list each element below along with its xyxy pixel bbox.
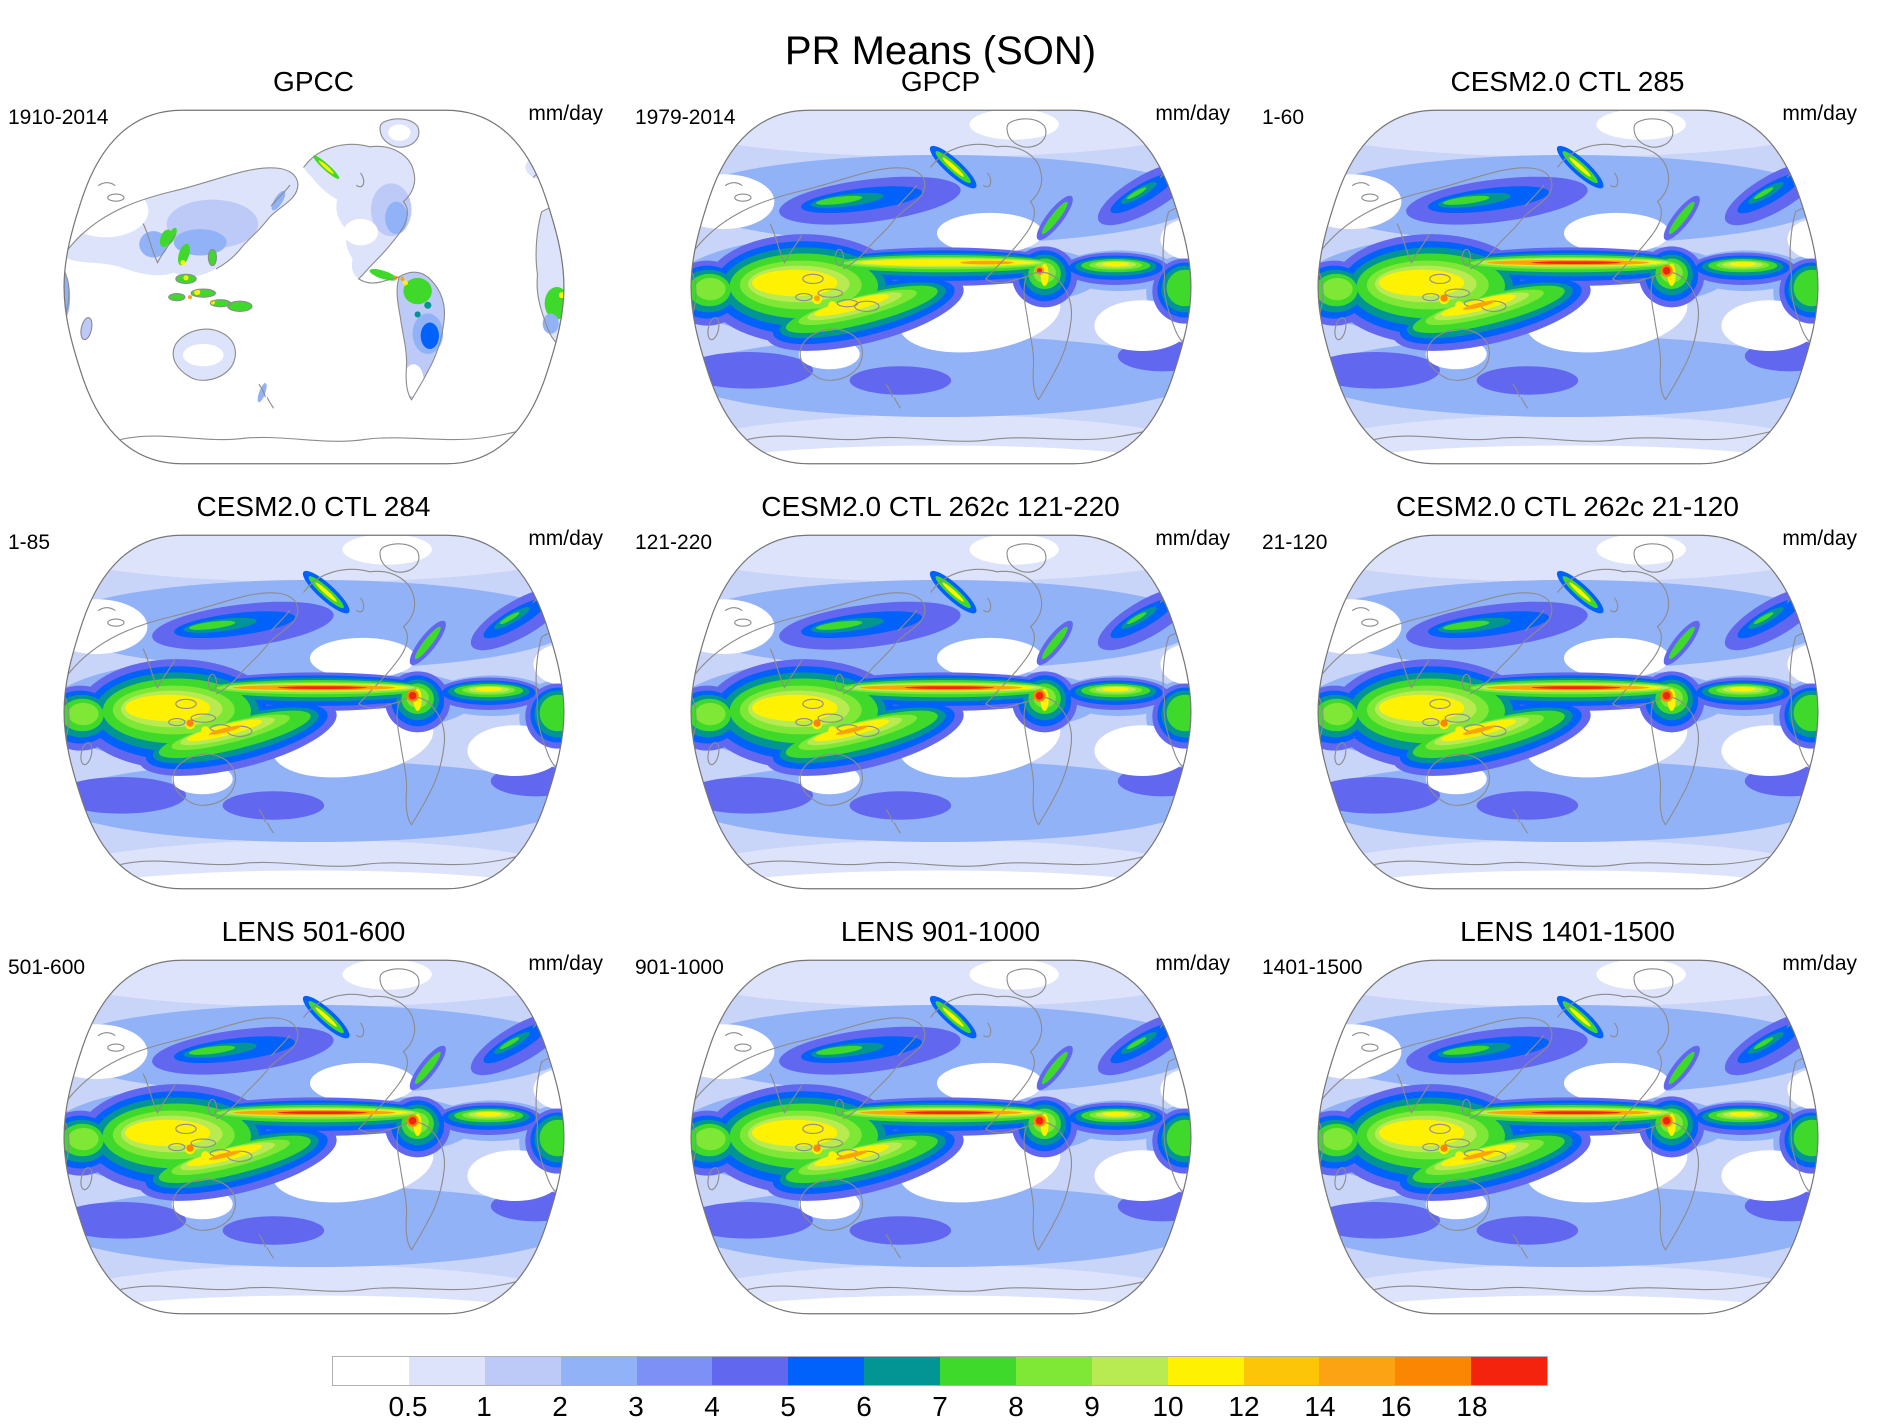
panel-title: GPCP <box>900 66 981 97</box>
colorbar-tick-label: 2 <box>552 1391 568 1422</box>
panel-units-label: mm/day <box>1155 527 1230 550</box>
panel-period-label: 1401-1500 <box>1262 956 1363 979</box>
panel-lens-901-1000: LENS 901-1000 901-1000 mm/day <box>627 906 1254 1331</box>
panel-gpcc: GPCC 1910-2014 mm/day <box>0 56 627 481</box>
colorbar-tick-label: 6 <box>856 1391 872 1422</box>
world-precip-map <box>60 954 568 1320</box>
panel-map-area: 1-85 mm/day <box>0 527 627 907</box>
world-precip-map <box>1314 104 1822 470</box>
colorbar-tick-label: 14 <box>1304 1391 1336 1422</box>
colorbar-tick-label: 9 <box>1084 1391 1100 1422</box>
panel-map-area: 21-120 mm/day <box>1254 527 1881 907</box>
colorbar: 0.5 1 2 3 4 5 6 7 8 9 10 12 14 16 18 <box>332 1356 1548 1428</box>
colorbar-tick-label: 10 <box>1152 1391 1184 1422</box>
colorbar-tick-label: 0.5 <box>388 1391 428 1422</box>
colorbar-cell <box>560 1357 637 1385</box>
panel-grid: GPCC 1910-2014 mm/day GPCP 1979-2014 mm/… <box>0 56 1881 1331</box>
panel-title: CESM2.0 CTL 262c 21-120 <box>1396 491 1739 522</box>
panel-units-label: mm/day <box>1782 952 1857 975</box>
panel-map-area: 901-1000 mm/day <box>627 952 1254 1332</box>
panel-title: CESM2.0 CTL 285 <box>1450 66 1685 97</box>
panel-period-label: 121-220 <box>635 531 713 554</box>
panel-cesm2-ctl-284: CESM2.0 CTL 284 1-85 mm/day <box>0 481 627 906</box>
colorbar-cell <box>1015 1357 1092 1385</box>
panel-cesm2-ctl-285: CESM2.0 CTL 285 1-60 mm/day <box>1254 56 1881 481</box>
world-precip-map <box>1314 529 1822 895</box>
panel-title: CESM2.0 CTL 284 <box>196 491 431 522</box>
colorbar-tick-label: 18 <box>1456 1391 1488 1422</box>
colorbar-cell <box>1167 1357 1244 1385</box>
panel-title: LENS 501-600 <box>221 916 406 947</box>
colorbar-cell <box>864 1357 940 1385</box>
panel-map-area: 121-220 mm/day <box>627 527 1254 907</box>
panel-units-label: mm/day <box>528 952 603 975</box>
panel-title: CESM2.0 CTL 262c 121-220 <box>761 491 1120 522</box>
colorbar-cell <box>1319 1357 1396 1385</box>
panel-cesm2-ctl-262c-121-220: CESM2.0 CTL 262c 121-220 121-220 mm/day <box>627 481 1254 906</box>
colorbar-cell <box>1395 1357 1472 1385</box>
panel-units-label: mm/day <box>1782 102 1857 125</box>
colorbar-cell <box>484 1357 561 1385</box>
panel-units-label: mm/day <box>528 102 603 125</box>
colorbar-cell <box>940 1357 1016 1385</box>
panel-map-area: 1401-1500 mm/day <box>1254 952 1881 1332</box>
colorbar-tick-label: 3 <box>628 1391 644 1422</box>
panel-map-area: 1-60 mm/day <box>1254 102 1881 482</box>
world-precip-map <box>687 954 1195 1320</box>
panel-gpcp: GPCP 1979-2014 mm/day <box>627 56 1254 481</box>
colorbar-cell <box>1243 1357 1320 1385</box>
colorbar-cell <box>1091 1357 1168 1385</box>
world-precip-map <box>687 529 1195 895</box>
panel-period-label: 1910-2014 <box>8 106 109 129</box>
world-precip-map <box>60 529 568 895</box>
colorbar-cell <box>788 1357 865 1385</box>
colorbar-cell <box>1471 1357 1547 1385</box>
colorbar-cell <box>408 1357 485 1385</box>
colorbar-tick-label: 4 <box>704 1391 720 1422</box>
panel-units-label: mm/day <box>1155 102 1230 125</box>
panel-lens-1401-1500: LENS 1401-1500 1401-1500 mm/day <box>1254 906 1881 1331</box>
colorbar-tick-label: 12 <box>1228 1391 1260 1422</box>
panel-cesm2-ctl-262c-21-120: CESM2.0 CTL 262c 21-120 21-120 mm/day <box>1254 481 1881 906</box>
colorbar-tick-labels: 0.5 1 2 3 4 5 6 7 8 9 10 12 14 16 18 <box>332 1386 1548 1428</box>
colorbar-cell <box>712 1357 789 1385</box>
panel-period-label: 501-600 <box>8 956 86 979</box>
panel-period-label: 1979-2014 <box>635 106 736 129</box>
panel-units-label: mm/day <box>1782 527 1857 550</box>
colorbar-tick-label: 16 <box>1380 1391 1412 1422</box>
panel-title: GPCC <box>273 66 354 97</box>
panel-period-label: 901-1000 <box>635 956 724 979</box>
panel-lens-501-600: LENS 501-600 501-600 mm/day <box>0 906 627 1331</box>
world-precip-map <box>60 104 568 470</box>
panel-title: LENS 1401-1500 <box>1460 916 1675 947</box>
colorbar-cells <box>332 1356 1548 1386</box>
panel-period-label: 1-85 <box>8 531 51 554</box>
figure-title: PR Means (SON) <box>784 28 1097 73</box>
colorbar-cell <box>636 1357 713 1385</box>
panel-map-area: 501-600 mm/day <box>0 952 627 1332</box>
panel-units-label: mm/day <box>1155 952 1230 975</box>
panel-period-label: 1-60 <box>1262 106 1305 129</box>
colorbar-tick-label: 5 <box>780 1391 796 1422</box>
panel-units-label: mm/day <box>528 527 603 550</box>
colorbar-tick-label: 8 <box>1008 1391 1024 1422</box>
colorbar-tick-label: 7 <box>932 1391 948 1422</box>
world-precip-map <box>1314 954 1822 1320</box>
panel-period-label: 21-120 <box>1262 531 1328 554</box>
colorbar-cell <box>333 1357 409 1385</box>
panel-title: LENS 901-1000 <box>840 916 1041 947</box>
colorbar-tick-label: 1 <box>476 1391 492 1422</box>
panel-map-area: 1979-2014 mm/day <box>627 102 1254 482</box>
world-precip-map <box>687 104 1195 470</box>
panel-map-area: 1910-2014 mm/day <box>0 102 627 482</box>
